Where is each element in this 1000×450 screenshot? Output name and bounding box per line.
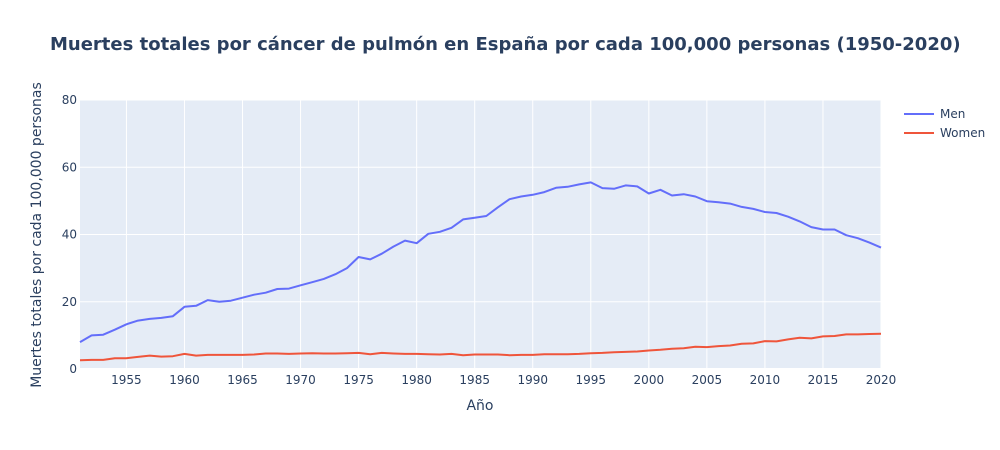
x-tick-label: 1970 xyxy=(285,373,316,387)
y-tick-label: 80 xyxy=(62,93,77,107)
x-tick-label: 2020 xyxy=(866,373,897,387)
y-tick-label: 60 xyxy=(62,160,77,174)
x-tick-label: 1975 xyxy=(343,373,374,387)
y-tick-label: 40 xyxy=(62,228,77,242)
x-tick-label: 1985 xyxy=(459,373,490,387)
chart-title: Muertes totales por cáncer de pulmón en … xyxy=(50,34,961,55)
x-tick-label: 2010 xyxy=(750,373,781,387)
x-tick-label: 1965 xyxy=(227,373,258,387)
x-tick-label: 2000 xyxy=(634,373,665,387)
x-tick-label: 1960 xyxy=(169,373,200,387)
x-tick-label: 1980 xyxy=(401,373,432,387)
x-tick-label: 2005 xyxy=(692,373,723,387)
series-line-women xyxy=(79,332,882,362)
series-lines xyxy=(79,181,882,362)
x-tick-label: 1995 xyxy=(576,373,607,387)
legend[interactable]: Men Women xyxy=(904,107,985,140)
grid-lines xyxy=(80,99,882,370)
x-axis-title: Año xyxy=(466,398,493,414)
y-axis-title: Muertes totales por cada 100,000 persona… xyxy=(29,82,45,388)
y-tick-label: 20 xyxy=(62,295,77,309)
y-axis-ticks: 0 20 40 60 80 xyxy=(62,93,77,376)
legend-label-men[interactable]: Men xyxy=(940,107,965,121)
x-tick-label: 1955 xyxy=(111,373,142,387)
x-tick-label: 2015 xyxy=(808,373,839,387)
series-line-men xyxy=(79,181,882,343)
y-tick-label: 0 xyxy=(69,362,77,376)
x-axis-ticks: 1955 1960 1965 1970 1975 1980 1985 1990 1995 2000… xyxy=(111,373,896,387)
x-tick-label: 1990 xyxy=(517,373,548,387)
legend-label-women[interactable]: Women xyxy=(940,126,985,140)
